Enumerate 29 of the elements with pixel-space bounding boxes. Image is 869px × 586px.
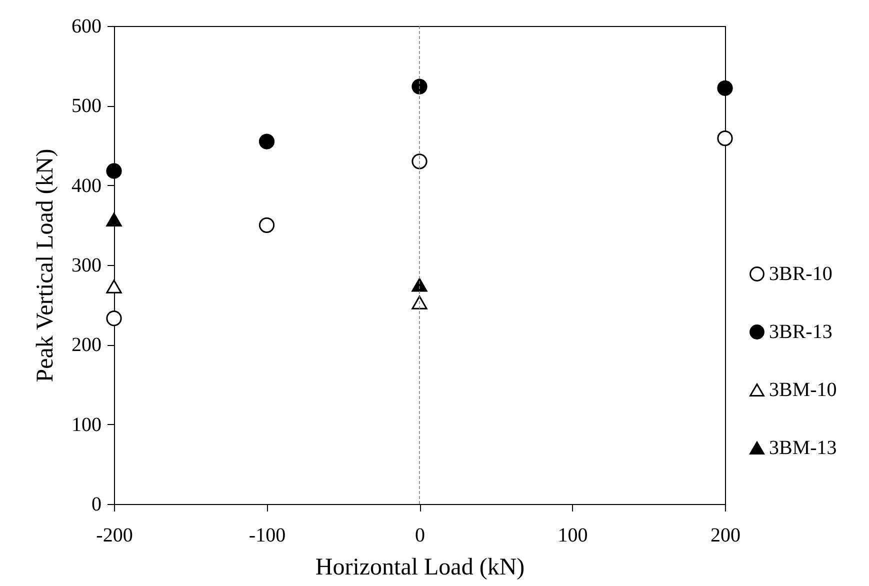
point — [412, 278, 428, 292]
point — [717, 80, 733, 96]
y-tick-label: 400 — [72, 174, 102, 197]
y-tick-label: 600 — [72, 16, 102, 38]
y-tick-label: 100 — [72, 414, 102, 436]
legend-label: 3BM-10 — [769, 379, 837, 401]
legend-label: 3BR-13 — [769, 321, 832, 343]
point — [106, 280, 122, 294]
y-tick-label: 300 — [72, 254, 102, 276]
point — [717, 130, 733, 146]
y-tick-label: 200 — [72, 334, 102, 356]
y-tick-label: 0 — [92, 494, 102, 516]
legend-label: 3BR-10 — [769, 263, 832, 285]
point — [106, 163, 122, 179]
legend-label: 3BM-13 — [769, 437, 837, 459]
point — [106, 310, 122, 326]
x-axis-title: Horizontal Load (kN) — [315, 554, 525, 580]
y-tick-label: 500 — [72, 95, 102, 118]
point — [258, 134, 275, 150]
x-tick-label: 100 — [558, 524, 588, 546]
point — [106, 212, 122, 226]
point — [412, 154, 428, 170]
y-axis-title: Peak Vertical Load (kN) — [32, 148, 58, 382]
x-tick-label: 200 — [710, 524, 740, 546]
x-tick-label: 0 — [415, 524, 425, 546]
x-tick-label: -100 — [248, 524, 286, 546]
point — [258, 217, 275, 233]
x-tick-label: -200 — [96, 524, 133, 546]
point — [412, 78, 428, 94]
